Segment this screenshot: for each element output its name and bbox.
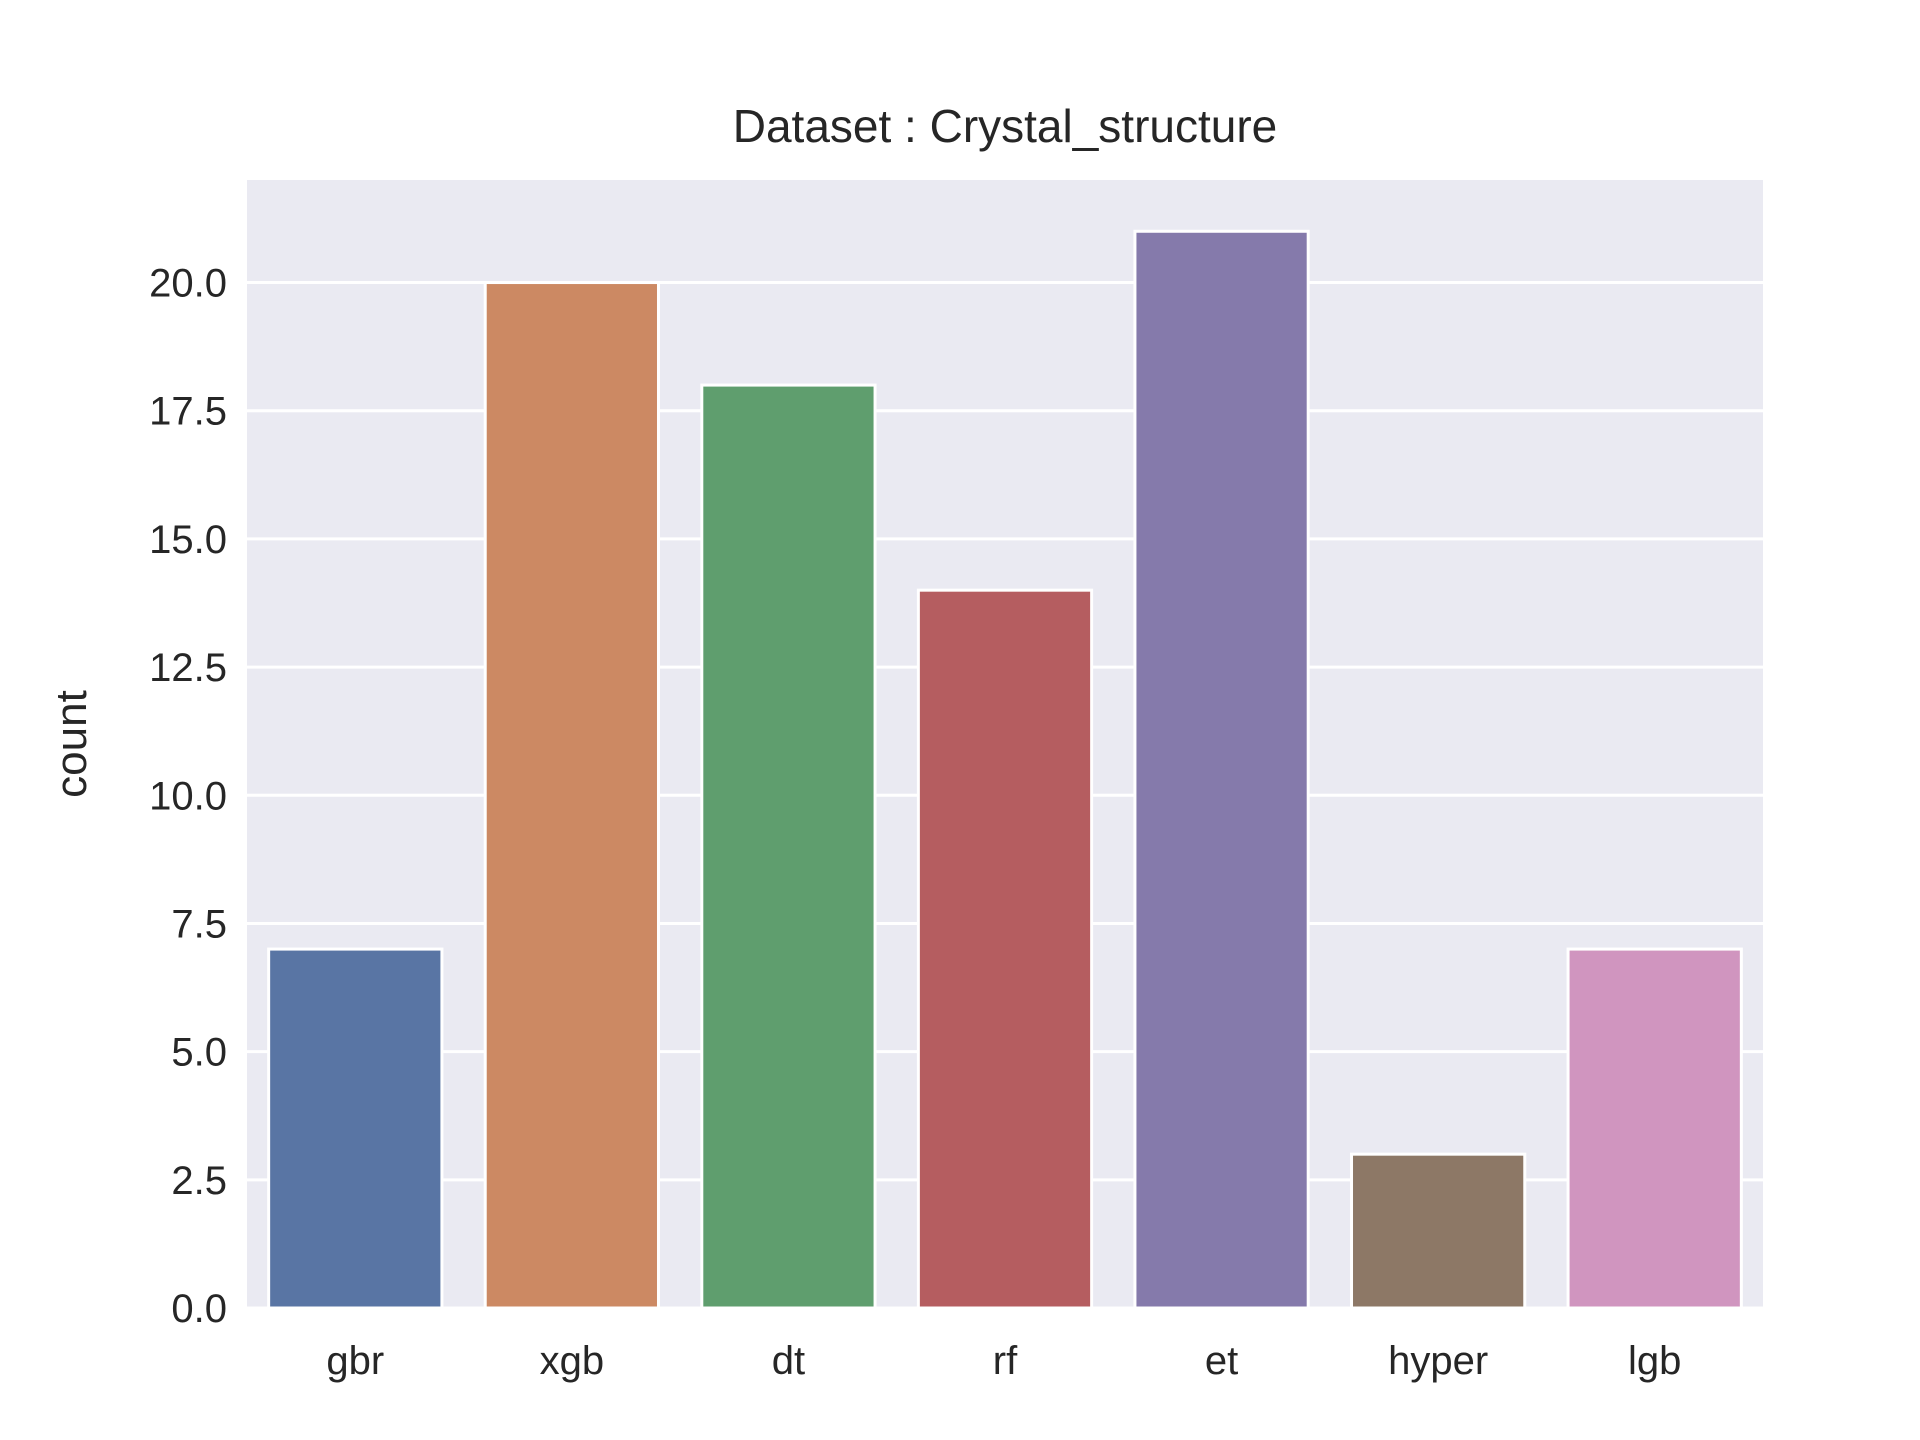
y-tick-label: 17.5	[149, 390, 227, 434]
bar-xgb	[483, 281, 660, 1310]
bar-hyper	[1350, 1152, 1527, 1310]
bar-dt	[700, 383, 877, 1310]
chart-title: Dataset : Crystal_structure	[733, 100, 1278, 152]
x-tick-label-gbr: gbr	[326, 1339, 384, 1383]
bars	[267, 229, 1743, 1310]
y-tick-label: 2.5	[171, 1159, 227, 1203]
bar-lgb	[1566, 947, 1743, 1310]
y-tick-label: 0.0	[171, 1287, 227, 1331]
y-tick-label: 10.0	[149, 774, 227, 818]
bar-gbr	[267, 947, 444, 1310]
x-tick-label-hyper: hyper	[1388, 1339, 1488, 1383]
x-tick-label-et: et	[1205, 1339, 1238, 1383]
x-tick-label-rf: rf	[993, 1339, 1018, 1383]
y-axis-ticks: 0.0 2.5 5.0 7.5 10.0 12.5 15.0 17.5 20.0	[149, 262, 227, 1331]
y-tick-label: 7.5	[171, 902, 227, 946]
x-axis-ticks: gbr xgb dt rf et hyper lgb	[326, 1339, 1681, 1383]
x-tick-label-dt: dt	[772, 1339, 805, 1383]
y-tick-label: 15.0	[149, 518, 227, 562]
bar-rf	[916, 588, 1094, 1310]
bar-et	[1133, 229, 1310, 1310]
y-tick-label: 20.0	[149, 262, 227, 306]
y-tick-label: 12.5	[149, 646, 227, 690]
x-tick-label-xgb: xgb	[540, 1339, 605, 1383]
x-tick-label-lgb: lgb	[1628, 1339, 1681, 1383]
y-axis-title: count	[47, 690, 96, 798]
y-tick-label: 5.0	[171, 1031, 227, 1075]
